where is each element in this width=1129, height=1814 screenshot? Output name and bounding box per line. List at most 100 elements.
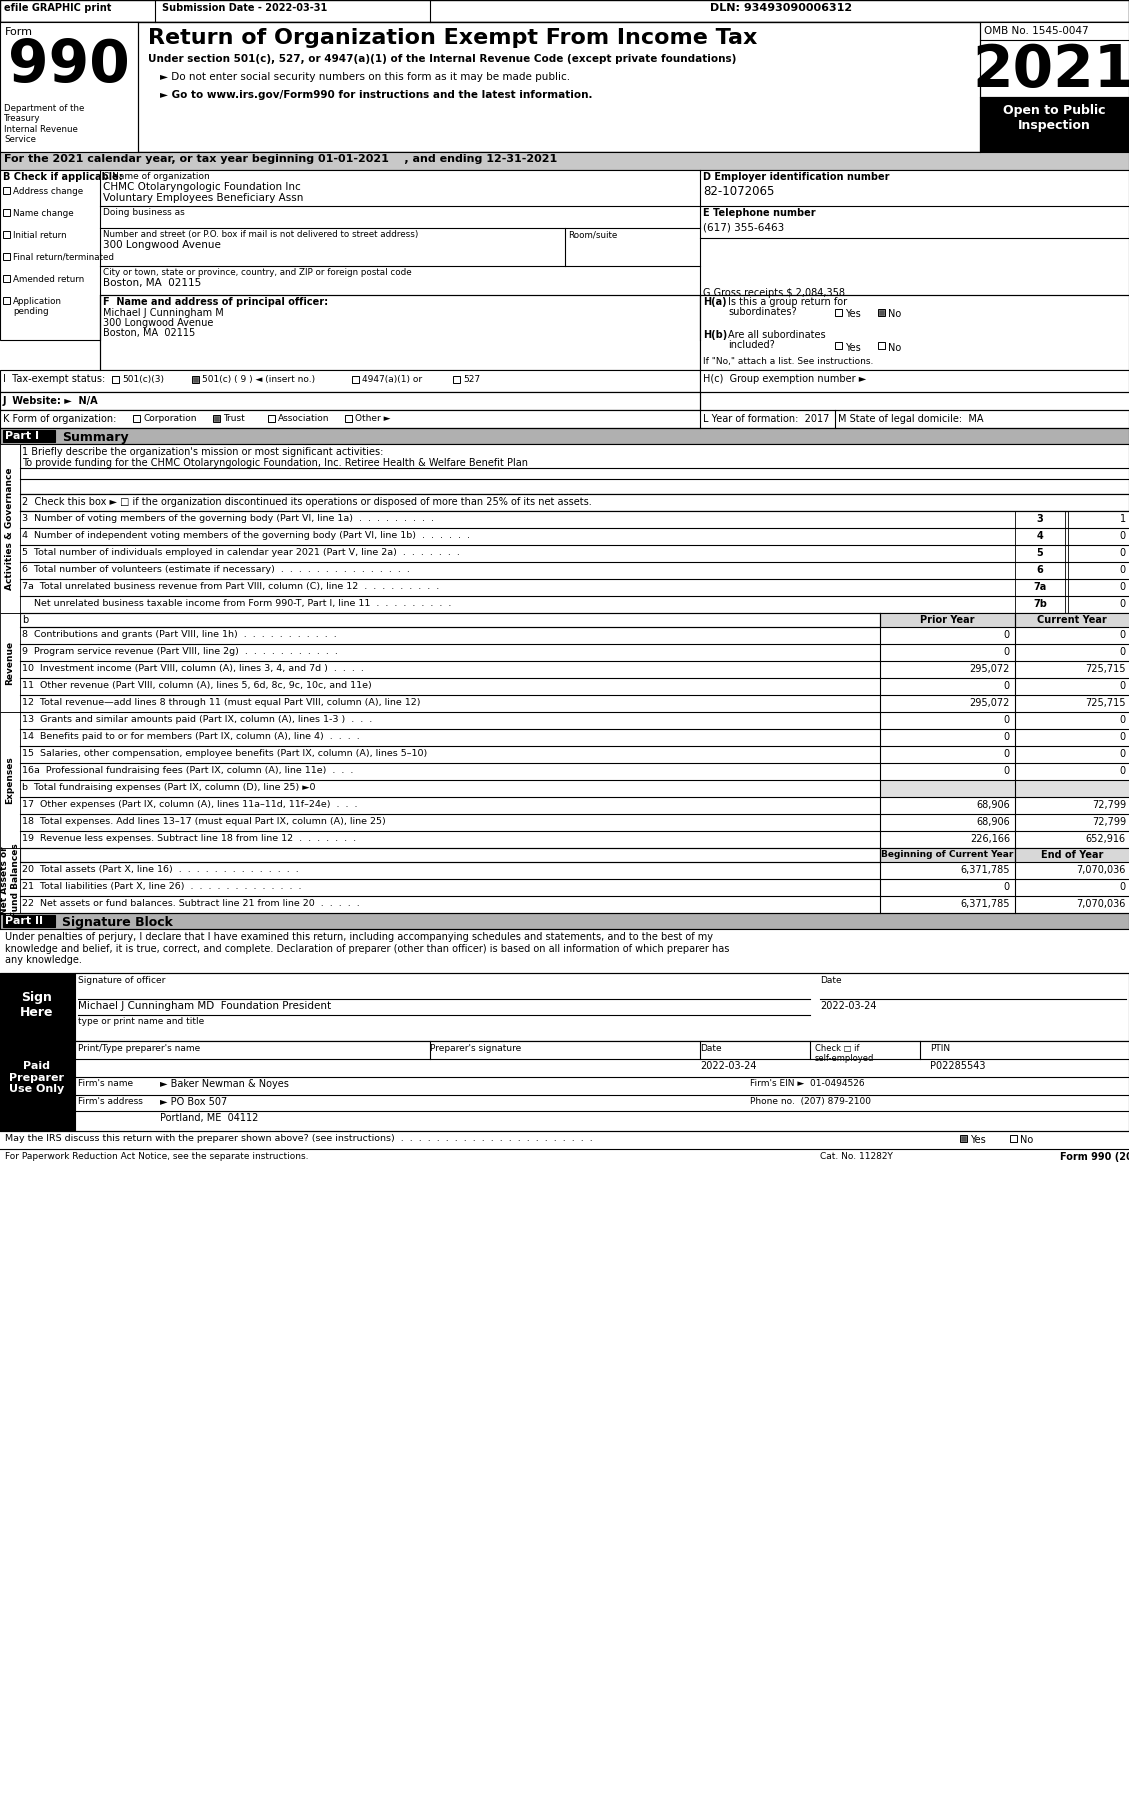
Text: 6,371,785: 6,371,785 xyxy=(961,900,1010,909)
Bar xyxy=(0,428,1129,444)
Text: ► Baker Newman & Noyes: ► Baker Newman & Noyes xyxy=(160,1079,289,1088)
Text: H(a): H(a) xyxy=(703,297,727,307)
Bar xyxy=(879,746,1015,764)
Text: 6: 6 xyxy=(1036,564,1043,575)
Bar xyxy=(3,230,10,238)
Text: Corporation: Corporation xyxy=(143,414,196,423)
Bar xyxy=(1068,512,1129,528)
Text: b: b xyxy=(21,615,28,626)
Bar xyxy=(0,22,138,152)
Text: 990: 990 xyxy=(8,36,130,94)
Bar xyxy=(1068,597,1129,613)
Bar xyxy=(700,296,1129,370)
Text: 0: 0 xyxy=(1120,564,1126,575)
Text: Preparer's signature: Preparer's signature xyxy=(430,1045,522,1052)
Text: Paid
Preparer
Use Only: Paid Preparer Use Only xyxy=(9,1061,64,1094)
Text: 5  Total number of individuals employed in calendar year 2021 (Part V, line 2a) : 5 Total number of individuals employed i… xyxy=(21,548,460,557)
Text: No: No xyxy=(1019,1136,1033,1145)
Text: Yes: Yes xyxy=(844,343,860,354)
Text: H(b): H(b) xyxy=(703,330,727,339)
Text: Department of the
Treasury
Internal Revenue
Service: Department of the Treasury Internal Reve… xyxy=(5,103,85,143)
Bar xyxy=(879,764,1015,780)
Text: 300 Longwood Avenue: 300 Longwood Avenue xyxy=(103,239,221,250)
Text: 300 Longwood Avenue: 300 Longwood Avenue xyxy=(103,317,213,328)
Text: Phone no.  (207) 879-2100: Phone no. (207) 879-2100 xyxy=(750,1097,870,1107)
Text: 0: 0 xyxy=(1004,749,1010,758)
Bar xyxy=(20,444,1129,493)
Text: 22  Net assets or fund balances. Subtract line 21 from line 20  .  .  .  .  .: 22 Net assets or fund balances. Subtract… xyxy=(21,900,360,909)
Bar xyxy=(0,713,20,847)
Text: Initial return: Initial return xyxy=(14,230,67,239)
Bar xyxy=(879,628,1015,644)
Bar xyxy=(1015,880,1129,896)
Text: 18  Total expenses. Add lines 13–17 (must equal Part IX, column (A), line 25): 18 Total expenses. Add lines 13–17 (must… xyxy=(21,816,386,825)
Text: Firm's name: Firm's name xyxy=(78,1079,133,1088)
Bar xyxy=(879,729,1015,746)
Text: 725,715: 725,715 xyxy=(1085,698,1126,707)
Text: Amended return: Amended return xyxy=(14,276,85,285)
Text: B Check if applicable:: B Check if applicable: xyxy=(3,172,123,181)
Text: Current Year: Current Year xyxy=(1038,615,1106,626)
Text: Address change: Address change xyxy=(14,187,84,196)
Bar xyxy=(20,512,1015,528)
Text: Cat. No. 11282Y: Cat. No. 11282Y xyxy=(820,1152,893,1161)
Bar xyxy=(213,415,220,423)
Text: Return of Organization Exempt From Income Tax: Return of Organization Exempt From Incom… xyxy=(148,27,758,47)
Text: 3  Number of voting members of the governing body (Part VI, line 1a)  .  .  .  .: 3 Number of voting members of the govern… xyxy=(21,513,434,522)
Text: 7a: 7a xyxy=(1033,582,1047,591)
Text: 0: 0 xyxy=(1120,749,1126,758)
Bar xyxy=(0,22,1129,152)
Text: 4  Number of independent voting members of the governing body (Part VI, line 1b): 4 Number of independent voting members o… xyxy=(21,532,470,541)
Text: 11  Other revenue (Part VIII, column (A), lines 5, 6d, 8c, 9c, 10c, and 11e): 11 Other revenue (Part VIII, column (A),… xyxy=(21,680,371,689)
Bar xyxy=(1015,796,1129,814)
Text: 0: 0 xyxy=(1120,582,1126,591)
Text: 5: 5 xyxy=(1036,548,1043,559)
Bar xyxy=(352,375,359,383)
Text: 13  Grants and similar amounts paid (Part IX, column (A), lines 1-3 )  .  .  .: 13 Grants and similar amounts paid (Part… xyxy=(21,715,373,724)
Text: Sign
Here: Sign Here xyxy=(20,990,54,1019)
Bar xyxy=(960,1136,968,1143)
Text: 6,371,785: 6,371,785 xyxy=(961,865,1010,874)
Text: 1 Briefly describe the organization's mission or most significant activities:: 1 Briefly describe the organization's mi… xyxy=(21,446,384,457)
Text: Room/suite: Room/suite xyxy=(568,230,618,239)
Text: 0: 0 xyxy=(1004,715,1010,726)
Text: 0: 0 xyxy=(1120,648,1126,657)
Bar xyxy=(3,209,10,216)
Text: H(c)  Group exemption number ►: H(c) Group exemption number ► xyxy=(703,374,866,385)
Text: 725,715: 725,715 xyxy=(1085,664,1126,675)
Bar xyxy=(3,252,10,259)
Text: (617) 355-6463: (617) 355-6463 xyxy=(703,221,785,232)
Bar xyxy=(879,780,1015,796)
Text: 20  Total assets (Part X, line 16)  .  .  .  .  .  .  .  .  .  .  .  .  .  .: 20 Total assets (Part X, line 16) . . . … xyxy=(21,865,299,874)
Bar xyxy=(0,410,1129,428)
Text: Net unrelated business taxable income from Form 990-T, Part I, line 11  .  .  . : Net unrelated business taxable income fr… xyxy=(21,599,452,608)
Text: Summary: Summary xyxy=(62,432,129,444)
Text: 6  Total number of volunteers (estimate if necessary)  .  .  .  .  .  .  .  .  .: 6 Total number of volunteers (estimate i… xyxy=(21,564,410,573)
Text: Final return/terminated: Final return/terminated xyxy=(14,252,114,261)
Text: Doing business as: Doing business as xyxy=(103,209,185,218)
Bar xyxy=(879,862,1015,880)
Bar xyxy=(1015,764,1129,780)
Bar xyxy=(700,370,1129,392)
Text: Activities & Governance: Activities & Governance xyxy=(6,468,15,590)
Bar xyxy=(112,375,119,383)
Text: 7,070,036: 7,070,036 xyxy=(1077,900,1126,909)
Bar xyxy=(879,713,1015,729)
Text: DLN: 93493090006312: DLN: 93493090006312 xyxy=(710,4,852,13)
Bar xyxy=(268,415,275,423)
Text: 0: 0 xyxy=(1004,733,1010,742)
Text: 0: 0 xyxy=(1120,766,1126,776)
Text: 501(c) ( 9 ) ◄ (insert no.): 501(c) ( 9 ) ◄ (insert no.) xyxy=(202,375,315,385)
Text: 21  Total liabilities (Part X, line 26)  .  .  .  .  .  .  .  .  .  .  .  .  .: 21 Total liabilities (Part X, line 26) .… xyxy=(21,882,301,891)
Text: P02285543: P02285543 xyxy=(930,1061,986,1070)
Text: 0: 0 xyxy=(1004,882,1010,892)
Text: efile GRAPHIC print: efile GRAPHIC print xyxy=(5,4,112,13)
Text: 0: 0 xyxy=(1004,629,1010,640)
Bar xyxy=(20,528,1015,544)
Text: K Form of organization:: K Form of organization: xyxy=(3,414,116,424)
Text: For Paperwork Reduction Act Notice, see the separate instructions.: For Paperwork Reduction Act Notice, see … xyxy=(5,1152,308,1161)
Bar xyxy=(1010,1136,1017,1143)
Text: Application
pending: Application pending xyxy=(14,297,62,316)
Bar xyxy=(1015,746,1129,764)
Bar xyxy=(1015,512,1065,528)
